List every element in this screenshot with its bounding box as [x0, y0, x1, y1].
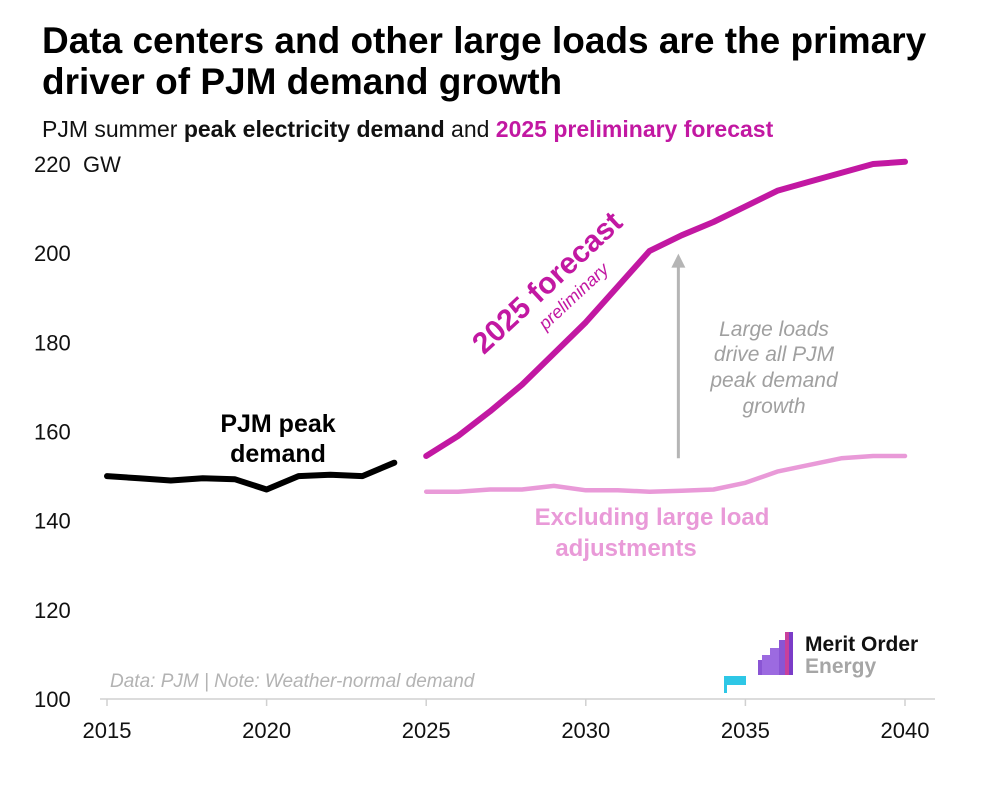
peak-demand-line: [104, 459, 398, 493]
y-tick-label: 160: [34, 420, 71, 445]
y-tick-label: 180: [34, 330, 71, 355]
x-tick-label: 2015: [83, 718, 132, 743]
forecast-line: [423, 158, 908, 459]
forecast-label: 2025 forecast: [466, 206, 629, 361]
chart-title: Data centers and other large loads are t…: [42, 20, 927, 102]
y-tick-label: 220: [34, 152, 71, 177]
peak-demand-label-line1: PJM peak: [220, 410, 335, 438]
annotation-line2: drive all PJM: [714, 343, 835, 366]
chart-series: [104, 158, 908, 494]
y-tick-label: 140: [34, 509, 71, 534]
logo-bar-6: [779, 640, 785, 675]
logo-bar-2: [727, 676, 746, 685]
excl-large-load-line: [423, 453, 908, 494]
logo-bar-3: [758, 660, 762, 675]
x-tick-label: 2035: [721, 718, 770, 743]
excl-large-load-label-line1: Excluding large load: [535, 504, 770, 531]
excl-large-load-label-line2: adjustments: [555, 535, 696, 562]
x-tick-label: 2025: [402, 718, 451, 743]
chart-subtitle: PJM summer peak electricity demand and 2…: [42, 116, 773, 143]
logo-bar-5: [770, 648, 779, 675]
x-tick-label: 2040: [881, 718, 930, 743]
subtitle-middle: and: [444, 116, 496, 142]
x-tick-label: 2030: [561, 718, 610, 743]
annotation-arrow-head: [671, 253, 686, 268]
data-note: Data: PJM | Note: Weather-normal demand: [110, 671, 476, 692]
subtitle-bold: peak electricity demand: [183, 116, 445, 142]
y-tick-label: 100: [34, 687, 71, 712]
subtitle-prefix: PJM summer: [42, 116, 184, 142]
chart-axes: 100 120 140 160 180 200 220 2015 2020 2025 2030 203…: [34, 152, 935, 743]
logo-bar-8: [789, 632, 793, 675]
annotation-line3: peak demand: [709, 369, 839, 392]
peak-demand-label-line2: demand: [230, 440, 326, 468]
annotation-line4: growth: [742, 395, 805, 418]
x-tick-label: 2020: [242, 718, 291, 743]
merit-order-logo: Merit Order Energy: [724, 632, 918, 693]
subtitle-highlight: 2025 preliminary forecast: [495, 116, 774, 142]
chart-labels: PJM peak demand Excluding large load adj…: [83, 152, 839, 692]
annotation-line1: Large loads: [719, 318, 829, 341]
logo-bar-1: [724, 676, 727, 693]
logo-text-line2: Energy: [805, 655, 877, 678]
y-axis-unit-label: GW: [83, 152, 121, 177]
logo-bar-7: [785, 632, 789, 675]
y-tick-label: 200: [34, 241, 71, 266]
y-tick-label: 120: [34, 598, 71, 623]
logo-bar-4: [762, 655, 770, 675]
logo-text-line1: Merit Order: [805, 633, 918, 656]
